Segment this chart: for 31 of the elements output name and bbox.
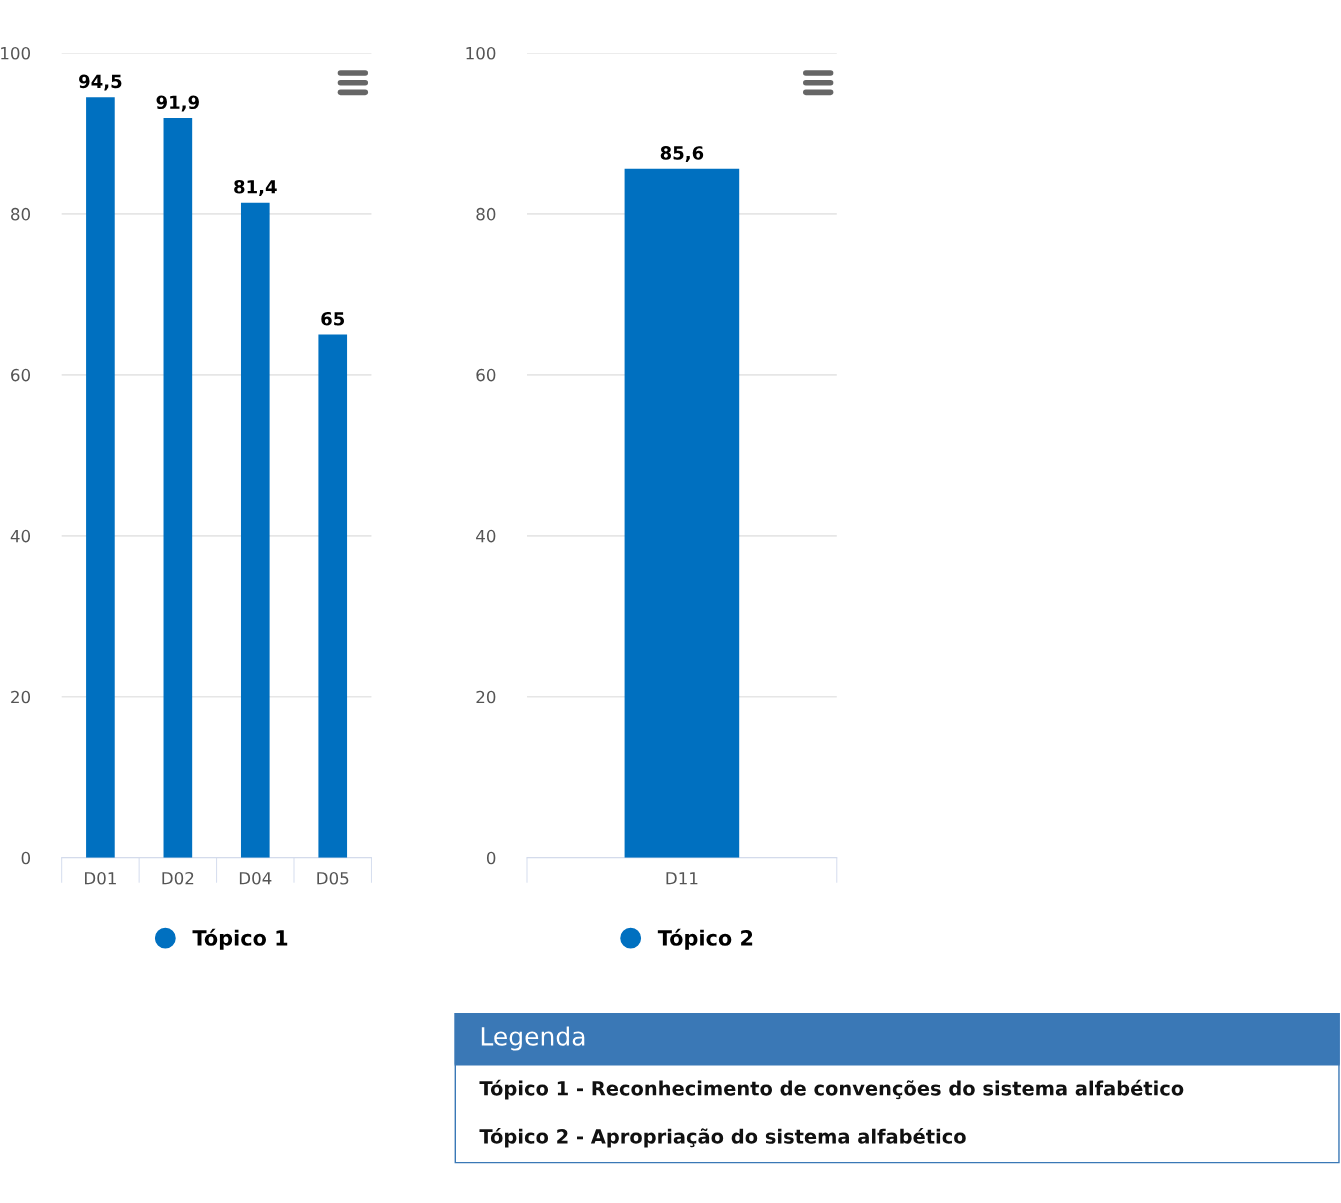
legend-label: Tópico 1 [192, 928, 288, 950]
y-tick-label: 80 [11, 207, 31, 221]
bar [240, 202, 270, 858]
data-label: 91,9 [156, 95, 199, 112]
y-tick-label: 100 [466, 46, 496, 60]
y-tick-label: 40 [476, 529, 496, 543]
x-tick-label: D05 [317, 871, 349, 885]
y-tick-label: 60 [11, 368, 31, 382]
y-tick-label: 100 [1, 46, 31, 60]
y-tick-label: 0 [486, 851, 496, 865]
text: Tópico 2 - Apropriação do sistema alfabético [479, 1127, 966, 1148]
x-tick-label: D02 [162, 871, 194, 885]
legend-label: Tópico 2 [657, 928, 753, 950]
data-label: 94,5 [79, 74, 122, 91]
y-tick-label: 20 [11, 690, 31, 704]
y-tick-label: 80 [476, 207, 496, 221]
data-label: 81,4 [234, 179, 277, 196]
bar [318, 334, 348, 858]
y-tick-label: 20 [476, 690, 496, 704]
x-tick-label: D11 [666, 872, 698, 885]
data-label: 65 [321, 311, 345, 326]
y-tick-label: 40 [10, 529, 31, 543]
bar [163, 118, 193, 858]
text: Legenda [481, 1026, 585, 1051]
x-tick-label: D01 [85, 871, 116, 885]
bar [86, 97, 115, 858]
data-label: 85,6 [660, 146, 704, 163]
text: Tópico 1 - Reconhecimento de convenções do sistema alfabético [479, 1079, 1184, 1100]
x-tick-label: D04 [239, 871, 272, 885]
y-tick-label: 0 [21, 851, 31, 865]
y-tick-label: 60 [476, 368, 496, 382]
